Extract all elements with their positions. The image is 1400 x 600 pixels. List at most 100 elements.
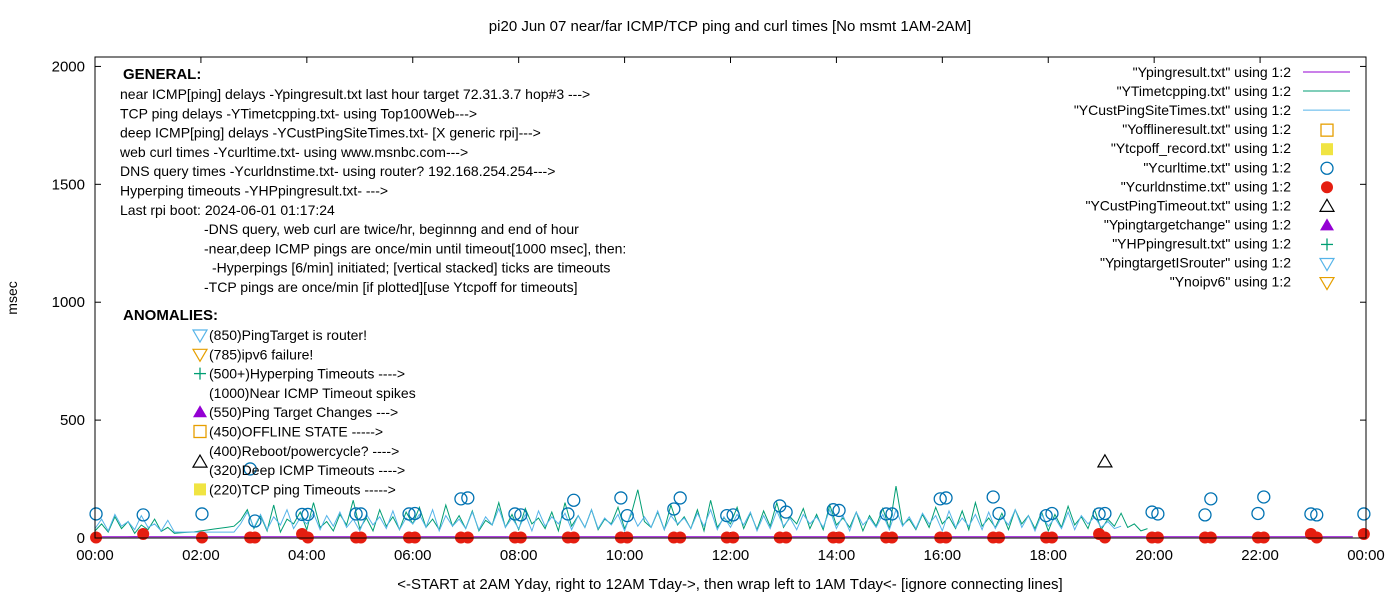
anomaly-item: (500+)Hyperping Timeouts ---->	[209, 366, 405, 382]
y-tick-label: 500	[60, 412, 85, 429]
anomaly-marker-icon	[191, 329, 209, 344]
ycurltime-point	[349, 507, 363, 521]
ycurltime-point	[89, 507, 103, 521]
legend-marker-icon	[1320, 161, 1334, 175]
legend-label: "Ytcpoff_record.txt" using 1:2	[1111, 140, 1291, 156]
general-line: Hyperping timeouts -YHPpingresult.txt- -…	[120, 183, 388, 199]
anomaly-item: (550)Ping Target Changes --->	[209, 404, 398, 420]
legend-label: "Ypingtargetchange" using 1:2	[1104, 216, 1291, 232]
legend-marker-icon	[1321, 238, 1333, 251]
ycurltime-point	[726, 508, 740, 522]
y-tick-label: 0	[77, 530, 85, 547]
x-tick-label: 22:00	[1241, 547, 1279, 564]
anomaly-marker-icon	[194, 367, 206, 380]
anomaly-item: (1000)Near ICMP Timeout spikes	[209, 385, 416, 401]
ycurltime-point	[461, 491, 475, 505]
legend-marker-icon	[1321, 181, 1333, 194]
x-tick-label: 12:00	[712, 547, 750, 564]
ycurltime-point	[561, 507, 575, 521]
ycurldnstime-point	[1357, 527, 1370, 540]
anomaly-marker-icon	[191, 348, 209, 363]
ycurltime-point	[243, 462, 257, 476]
x-tick-label: 06:00	[394, 547, 432, 564]
anomaly-marker-icon	[193, 405, 207, 418]
y-tick-label: 1000	[52, 294, 85, 311]
ycurltime-point	[454, 492, 468, 506]
anomaly-marker-icon	[193, 424, 207, 439]
x-tick-label: 00:00	[76, 547, 114, 564]
ycurltime-point	[514, 508, 528, 522]
ycurltime-point	[1098, 506, 1112, 521]
legend-marker-icon	[1321, 143, 1333, 156]
ycurltime-point	[1357, 507, 1371, 521]
general-note: -near,deep ICMP pings are once/min until…	[204, 240, 626, 256]
ycurltime-point	[986, 490, 1000, 504]
ycurltime-point	[1257, 490, 1271, 504]
legend-label: "Ycurltime.txt" using 1:2	[1143, 159, 1291, 175]
legend-marker-icon	[1318, 257, 1336, 272]
legend-label: "Ycurldnstime.txt" using 1:2	[1121, 178, 1291, 194]
general-note: -TCP pings are once/min [if plotted][use…	[204, 279, 578, 295]
general-note: -DNS query, web curl are twice/hr, begin…	[204, 221, 579, 237]
ycurltime-point	[248, 514, 262, 528]
ycurltime-point	[933, 492, 947, 506]
general-line: Last rpi boot: 2024-06-01 01:17:24	[120, 202, 335, 218]
legend-marker-icon	[1320, 123, 1334, 137]
anomaly-item: (450)OFFLINE STATE ----->	[209, 424, 383, 440]
ycurltime-point	[136, 508, 150, 522]
legend-label: "YCustPingTimeout.txt" using 1:2	[1085, 197, 1291, 213]
ycurltime-point	[620, 508, 634, 523]
ycurltime-point	[885, 507, 899, 521]
ycurltime-point	[832, 503, 846, 518]
y-tick-label: 2000	[52, 58, 85, 75]
legend-marker-icon	[1318, 198, 1336, 212]
chart-title: pi20 Jun 07 near/far ICMP/TCP ping and c…	[489, 18, 971, 35]
ycurltime-point	[1145, 505, 1159, 519]
legend-marker-icon	[1320, 218, 1334, 231]
general-heading: GENERAL:	[123, 66, 201, 83]
ycurltime-point	[1092, 507, 1106, 521]
ycurltime-point	[1310, 508, 1324, 522]
ycurltime-point	[939, 491, 953, 505]
legend-marker-icon	[1318, 276, 1336, 291]
anomaly-item: (320)Deep ICMP Timeouts ---->	[209, 462, 405, 478]
legend-label: "YHPpingresult.txt" using 1:2	[1112, 235, 1291, 251]
ycurltime-point	[779, 505, 793, 519]
ycurltime-point	[195, 507, 209, 521]
general-line: web curl times -Ycurltime.txt- using www…	[119, 144, 468, 160]
ycurltime-point	[1045, 506, 1059, 521]
x-tick-label: 00:00	[1347, 547, 1385, 564]
legend-label: "YpingtargetISrouter" using 1:2	[1100, 255, 1291, 271]
general-line: TCP ping delays -YTimetcpping.txt- using…	[120, 105, 477, 121]
ycustpingtimeout-point	[1096, 453, 1113, 468]
legend-label: "Yofflineresult.txt" using 1:2	[1122, 121, 1291, 137]
general-line: near ICMP[ping] delays -Ypingresult.txt …	[120, 86, 590, 102]
ycurltime-point	[879, 507, 893, 521]
plot-border	[94, 56, 1367, 539]
x-tick-label: 04:00	[288, 547, 326, 564]
y-axis-label: msec	[4, 281, 20, 314]
ycurldnstime-point	[137, 527, 150, 540]
anomaly-item: (850)PingTarget is router!	[209, 327, 367, 343]
legend-label: "YTimetcpping.txt" using 1:2	[1117, 83, 1292, 99]
ycurltime-point	[295, 507, 309, 522]
general-line: DNS query times -Ycurldnstime.txt- using…	[120, 163, 555, 179]
ycurltime-point	[826, 503, 840, 517]
x-tick-label: 02:00	[182, 547, 220, 564]
legend-label: "Ypingresult.txt" using 1:2	[1133, 64, 1292, 80]
ycurltime-point	[567, 493, 581, 507]
general-line: deep ICMP[ping] delays -YCustPingSiteTim…	[120, 125, 541, 141]
anomalies-heading: ANOMALIES:	[123, 307, 218, 324]
x-tick-label: 20:00	[1135, 547, 1173, 564]
x-tick-label: 16:00	[924, 547, 962, 564]
anomaly-item: (220)TCP ping Timeouts ----->	[209, 481, 396, 497]
ycurltime-point	[1304, 507, 1318, 521]
ycurltime-point	[1251, 506, 1265, 521]
anomaly-marker-icon	[194, 483, 206, 496]
ycurltime-point	[992, 506, 1006, 521]
ycurltime-point	[1151, 507, 1165, 521]
x-tick-label: 08:00	[500, 547, 538, 564]
ycurltime-point	[354, 507, 368, 521]
x-tick-label: 18:00	[1029, 547, 1067, 564]
